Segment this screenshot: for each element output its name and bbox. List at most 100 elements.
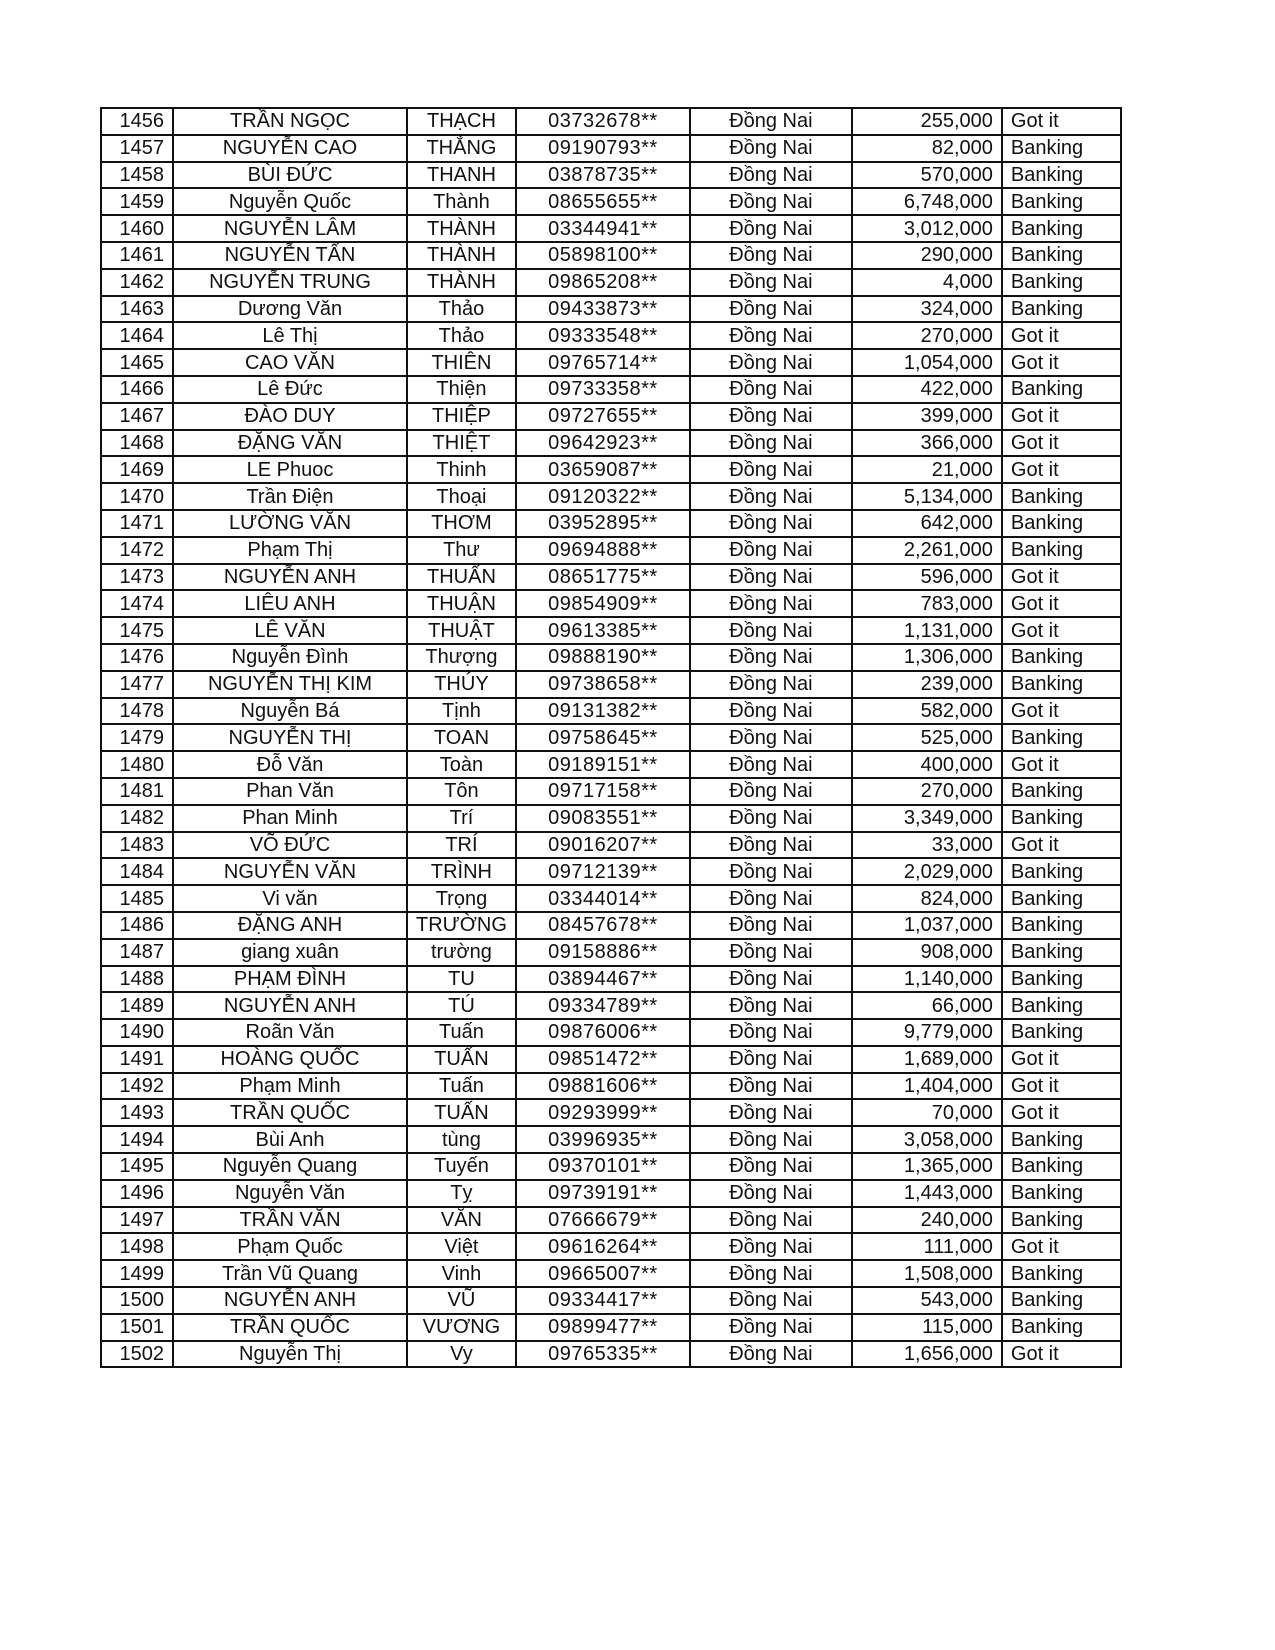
table-row: 1486 ĐẶNG ANH TRƯỜNG 08457678** Đồng Nai 1,03… <box>100 910 1122 940</box>
payment-method-cell: Banking <box>1000 857 1122 887</box>
row-number-cell: 1476 <box>100 642 174 672</box>
family-name-cell: NGUYỄN TRUNG <box>172 267 408 297</box>
phone-number-cell: 03878735** <box>514 160 691 190</box>
amount-cell: 2,261,000 <box>850 535 1003 565</box>
table-row: 1472 Phạm Thị Thư 09694888** Đồng Nai 2,261,0… <box>100 535 1122 565</box>
payment-method-cell: Banking <box>1000 1286 1122 1315</box>
amount-cell: 270,000 <box>850 776 1003 806</box>
table-row: 1457 NGUYỄN CAO THẮNG 09190793** Đồng Nai 82,… <box>100 133 1122 163</box>
row-number-cell: 1456 <box>100 107 174 136</box>
province-cell: Đồng Nai <box>688 1232 853 1262</box>
family-name-cell: TRẦN QUỐC <box>172 1098 408 1128</box>
family-name-cell: Trần Điện <box>172 482 408 511</box>
given-name-cell: Trí <box>406 803 517 833</box>
row-number-cell: 1475 <box>100 616 174 645</box>
table-row: 1478 Nguyễn Bá Tịnh 09131382** Đồng Nai 582,0… <box>100 696 1122 726</box>
table-row: 1500 NGUYỄN ANH VŨ 09334417** Đồng Nai 543,00… <box>100 1286 1122 1315</box>
row-number-cell: 1468 <box>100 428 174 458</box>
given-name-cell: TU <box>406 964 517 994</box>
province-cell: Đồng Nai <box>688 374 853 404</box>
family-name-cell: ĐẶNG VĂN <box>172 428 408 458</box>
family-name-cell: LE Phuoc <box>172 455 408 485</box>
table-row: 1492 Phạm Minh Tuấn 09881606** Đồng Nai 1,404… <box>100 1071 1122 1101</box>
row-number-cell: 1486 <box>100 910 174 940</box>
family-name-cell: NGUYỄN TẤN <box>172 240 408 270</box>
table-row: 1456 TRẦN NGỌC THẠCH 03732678** Đồng Nai 255,… <box>100 107 1122 136</box>
province-cell: Đồng Nai <box>688 1312 853 1342</box>
phone-number-cell: 09120322** <box>514 482 691 511</box>
amount-cell: 6,748,000 <box>850 187 1003 217</box>
table-row: 1475 LÊ VĂN THUẬT 09613385** Đồng Nai 1,131,0… <box>100 616 1122 645</box>
payment-method-cell: Got it <box>1000 1098 1122 1128</box>
amount-cell: 596,000 <box>850 562 1003 592</box>
payment-method-cell: Banking <box>1000 669 1122 699</box>
row-number-cell: 1490 <box>100 1018 174 1047</box>
payment-method-cell: Banking <box>1000 1152 1122 1181</box>
payment-method-cell: Got it <box>1000 348 1122 377</box>
given-name-cell: Tuấn <box>406 1071 517 1101</box>
given-name-cell: Tuấn <box>406 1018 517 1047</box>
row-number-cell: 1466 <box>100 374 174 404</box>
row-number-cell: 1474 <box>100 589 174 619</box>
phone-number-cell: 09293999** <box>514 1098 691 1128</box>
payment-method-cell: Got it <box>1000 321 1122 351</box>
amount-cell: 70,000 <box>850 1098 1003 1128</box>
phone-number-cell: 09854909** <box>514 589 691 619</box>
row-number-cell: 1470 <box>100 482 174 511</box>
province-cell: Đồng Nai <box>688 428 853 458</box>
province-cell: Đồng Nai <box>688 348 853 377</box>
table-row: 1485 Vi văn Trọng 03344014** Đồng Nai 824,000… <box>100 884 1122 913</box>
phone-number-cell: 09334417** <box>514 1286 691 1315</box>
given-name-cell: THIÊN <box>406 348 517 377</box>
amount-cell: 4,000 <box>850 267 1003 297</box>
table-row: 1473 NGUYỄN ANH THUẤN 08651775** Đồng Nai 596… <box>100 562 1122 592</box>
amount-cell: 82,000 <box>850 133 1003 163</box>
payment-method-cell: Banking <box>1000 535 1122 565</box>
payment-method-cell: Banking <box>1000 1125 1122 1155</box>
table-row: 1479 NGUYỄN THỊ TOAN 09758645** Đồng Nai 525,… <box>100 723 1122 753</box>
row-number-cell: 1495 <box>100 1152 174 1181</box>
row-number-cell: 1489 <box>100 991 174 1021</box>
given-name-cell: THANH <box>406 160 517 190</box>
family-name-cell: Trần Vũ Quang <box>172 1259 408 1289</box>
family-name-cell: LÊ VĂN <box>172 616 408 645</box>
amount-cell: 9,779,000 <box>850 1018 1003 1047</box>
table-row: 1484 NGUYỄN VĂN TRÌNH 09712139** Đồng Nai 2,0… <box>100 857 1122 887</box>
row-number-cell: 1477 <box>100 669 174 699</box>
province-cell: Đồng Nai <box>688 535 853 565</box>
table-row: 1483 VÕ ĐỨC TRÍ 09016207** Đồng Nai 33,000 Got… <box>100 830 1122 860</box>
given-name-cell: THUẬT <box>406 616 517 645</box>
family-name-cell: NGUYỄN ANH <box>172 562 408 592</box>
phone-number-cell: 03344941** <box>514 214 691 243</box>
payment-method-cell: Banking <box>1000 723 1122 753</box>
phone-number-cell: 09888190** <box>514 642 691 672</box>
given-name-cell: THÚY <box>406 669 517 699</box>
province-cell: Đồng Nai <box>688 1205 853 1235</box>
amount-cell: 400,000 <box>850 750 1003 779</box>
province-cell: Đồng Nai <box>688 776 853 806</box>
phone-number-cell: 09613385** <box>514 616 691 645</box>
given-name-cell: VƯƠNG <box>406 1312 517 1342</box>
row-number-cell: 1491 <box>100 1044 174 1074</box>
payment-method-cell: Banking <box>1000 374 1122 404</box>
family-name-cell: Đỗ Văn <box>172 750 408 779</box>
family-name-cell: TRẦN VĂN <box>172 1205 408 1235</box>
amount-cell: 543,000 <box>850 1286 1003 1315</box>
amount-cell: 525,000 <box>850 723 1003 753</box>
province-cell: Đồng Nai <box>688 1286 853 1315</box>
row-number-cell: 1471 <box>100 508 174 538</box>
amount-cell: 1,365,000 <box>850 1152 1003 1181</box>
given-name-cell: VĂN <box>406 1205 517 1235</box>
province-cell: Đồng Nai <box>688 910 853 940</box>
payment-method-cell: Got it <box>1000 696 1122 726</box>
payment-method-cell: Banking <box>1000 803 1122 833</box>
row-number-cell: 1461 <box>100 240 174 270</box>
phone-number-cell: 08651775** <box>514 562 691 592</box>
province-cell: Đồng Nai <box>688 723 853 753</box>
given-name-cell: Thinh <box>406 455 517 485</box>
amount-cell: 582,000 <box>850 696 1003 726</box>
phone-number-cell: 09717158** <box>514 776 691 806</box>
given-name-cell: Thành <box>406 187 517 217</box>
phone-number-cell: 09899477** <box>514 1312 691 1342</box>
phone-number-cell: 09616264** <box>514 1232 691 1262</box>
